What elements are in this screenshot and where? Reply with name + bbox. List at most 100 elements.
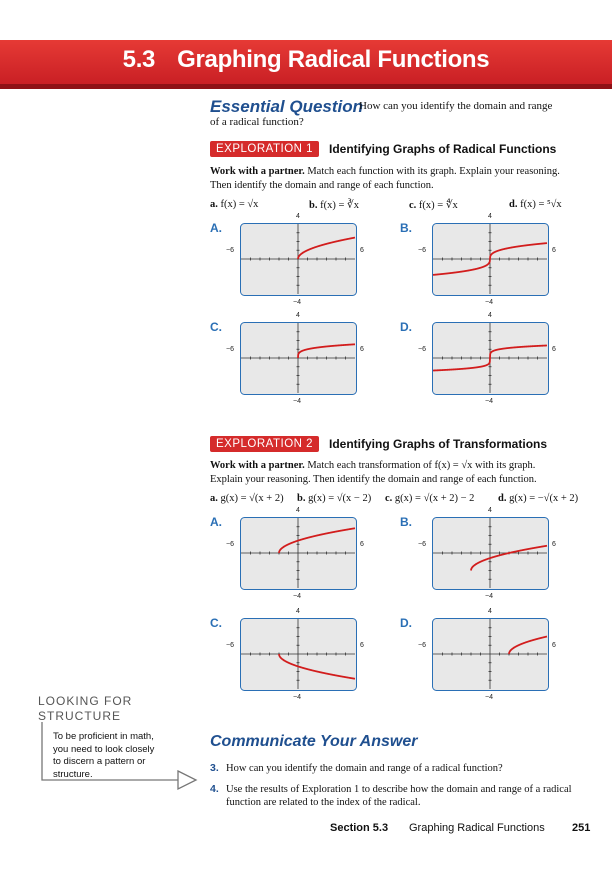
graph-curve	[278, 653, 356, 680]
page-title: 5.3 Graphing Radical Functions	[0, 46, 612, 74]
sidebar-heading: LOOKING FOR STRUCTURE	[38, 694, 132, 724]
option-text: g(x) = √(x − 2)	[308, 493, 372, 504]
question-4: 4. Use the results of Exploration 1 to de…	[210, 783, 572, 796]
graph-svg	[240, 517, 357, 590]
question-number: 3.	[210, 762, 219, 774]
graph-svg	[432, 223, 549, 296]
e1-option-b: b. f(x) = ∛x	[309, 199, 359, 211]
e2-graph-label-a: A.	[210, 515, 222, 529]
exploration2-intro-line2: Explain your reasoning. Then identify th…	[210, 474, 537, 485]
y-min-label: −4	[293, 299, 301, 306]
x-max-label: 6	[552, 247, 556, 254]
sidebar-bracket-arrow-icon	[41, 722, 198, 791]
e1-option-d: d. f(x) = ⁵√x	[509, 199, 562, 210]
graph-background	[432, 517, 549, 590]
x-max-label: 6	[360, 541, 364, 548]
y-max-label: 4	[488, 608, 492, 615]
graph-svg	[432, 618, 549, 691]
y-max-label: 4	[488, 213, 492, 220]
y-min-label: −4	[485, 694, 493, 701]
graph-curve	[432, 242, 548, 276]
sidebar-body: To be proficient in math, you need to lo…	[53, 731, 183, 781]
sidebar-heading-line1: LOOKING FOR	[38, 694, 133, 708]
x-max-label: 6	[552, 346, 556, 353]
graph-curve	[297, 343, 356, 359]
sidebar-line: To be proficient in math,	[53, 731, 154, 742]
x-min-label: −6	[226, 642, 234, 649]
y-max-label: 4	[296, 507, 300, 514]
x-max-label: 6	[360, 642, 364, 649]
option-text: f(x) = ⁵√x	[520, 199, 562, 210]
intro-text: Match each transformation of f(x) = √x w…	[307, 460, 536, 471]
exploration1-title: Identifying Graphs of Radical Functions	[329, 142, 557, 156]
e1-graph-label-d: D.	[400, 320, 412, 334]
x-min-label: −6	[418, 642, 426, 649]
option-letter: d.	[509, 199, 518, 210]
option-letter: b.	[297, 493, 306, 504]
e2-graph-c: 4 −4 −6 6	[226, 608, 364, 706]
title-banner	[0, 40, 612, 86]
y-max-label: 4	[488, 507, 492, 514]
option-text: g(x) = √(x + 2) − 2	[394, 493, 475, 504]
y-max-label: 4	[488, 312, 492, 319]
question-number: 4.	[210, 783, 219, 795]
intro-bold: Work with a partner.	[210, 460, 305, 471]
e2-graph-label-c: C.	[210, 616, 222, 630]
e1-option-c: c. f(x) = ∜x	[409, 199, 458, 211]
option-text: g(x) = −√(x + 2)	[509, 493, 579, 504]
intro-bold: Work with a partner.	[210, 166, 305, 177]
x-min-label: −6	[226, 247, 234, 254]
option-letter: c.	[409, 200, 417, 211]
y-min-label: −4	[485, 398, 493, 405]
y-max-label: 4	[296, 608, 300, 615]
e1-graph-c: 4 −4 −6 6	[226, 312, 364, 410]
x-min-label: −6	[418, 346, 426, 353]
graph-svg	[432, 517, 549, 590]
x-max-label: 6	[360, 247, 364, 254]
title-banner-shadow	[0, 84, 612, 89]
essential-question-line1: How can you identify the domain and rang…	[359, 100, 553, 112]
e1-graph-a: 4 −4 −6 6	[226, 213, 364, 311]
option-letter: d.	[498, 493, 507, 504]
sidebar-line: you need to look closely	[53, 743, 155, 755]
option-letter: a.	[210, 493, 218, 504]
sidebar-line: to discern a pattern or	[53, 756, 146, 767]
e2-option-c: c. g(x) = √(x + 2) − 2	[385, 493, 474, 504]
exploration1-intro-line1: Work with a partner. Match each function…	[210, 165, 560, 179]
y-min-label: −4	[293, 694, 301, 701]
graph-svg	[240, 223, 357, 296]
footer-title: Graphing Radical Functions	[409, 822, 545, 834]
option-text: f(x) = ∜x	[418, 200, 458, 211]
option-letter: a.	[210, 199, 218, 210]
graph-svg	[240, 618, 357, 691]
e1-graph-label-b: B.	[400, 221, 412, 235]
y-max-label: 4	[296, 312, 300, 319]
question-4-line2: function are related to the index of the…	[226, 797, 421, 808]
graph-curve	[297, 236, 356, 260]
sidebar-heading-line2: STRUCTURE	[38, 709, 121, 723]
footer-section: Section 5.3	[330, 822, 389, 834]
option-letter: c.	[385, 493, 393, 504]
e2-graph-label-d: D.	[400, 616, 412, 630]
sidebar-line: structure.	[53, 768, 93, 780]
intro-text: Match each function with its graph. Expl…	[307, 166, 560, 177]
section-title: Graphing Radical Functions	[177, 46, 490, 73]
x-min-label: −6	[226, 346, 234, 353]
exploration1-intro-line2: Then identify the domain and range of ea…	[210, 180, 434, 191]
e1-option-a: a. f(x) = √x	[210, 199, 258, 210]
e1-graph-label-c: C.	[210, 320, 222, 334]
y-max-label: 4	[296, 213, 300, 220]
graph-background	[432, 618, 549, 691]
e1-graph-b: 4 −4 −6 6	[418, 213, 556, 311]
graph-svg	[432, 322, 549, 395]
x-max-label: 6	[552, 642, 556, 649]
option-letter: b.	[309, 200, 318, 211]
option-text: g(x) = √(x + 2)	[220, 493, 284, 504]
graph-background	[240, 322, 357, 395]
e2-graph-label-b: B.	[400, 515, 412, 529]
question-text: How can you identify the domain and rang…	[226, 763, 503, 774]
exploration1-tag: EXPLORATION 1	[210, 141, 320, 157]
y-min-label: −4	[485, 593, 493, 600]
graph-curve	[432, 344, 548, 372]
essential-question-line2: of a radical function?	[210, 116, 304, 128]
